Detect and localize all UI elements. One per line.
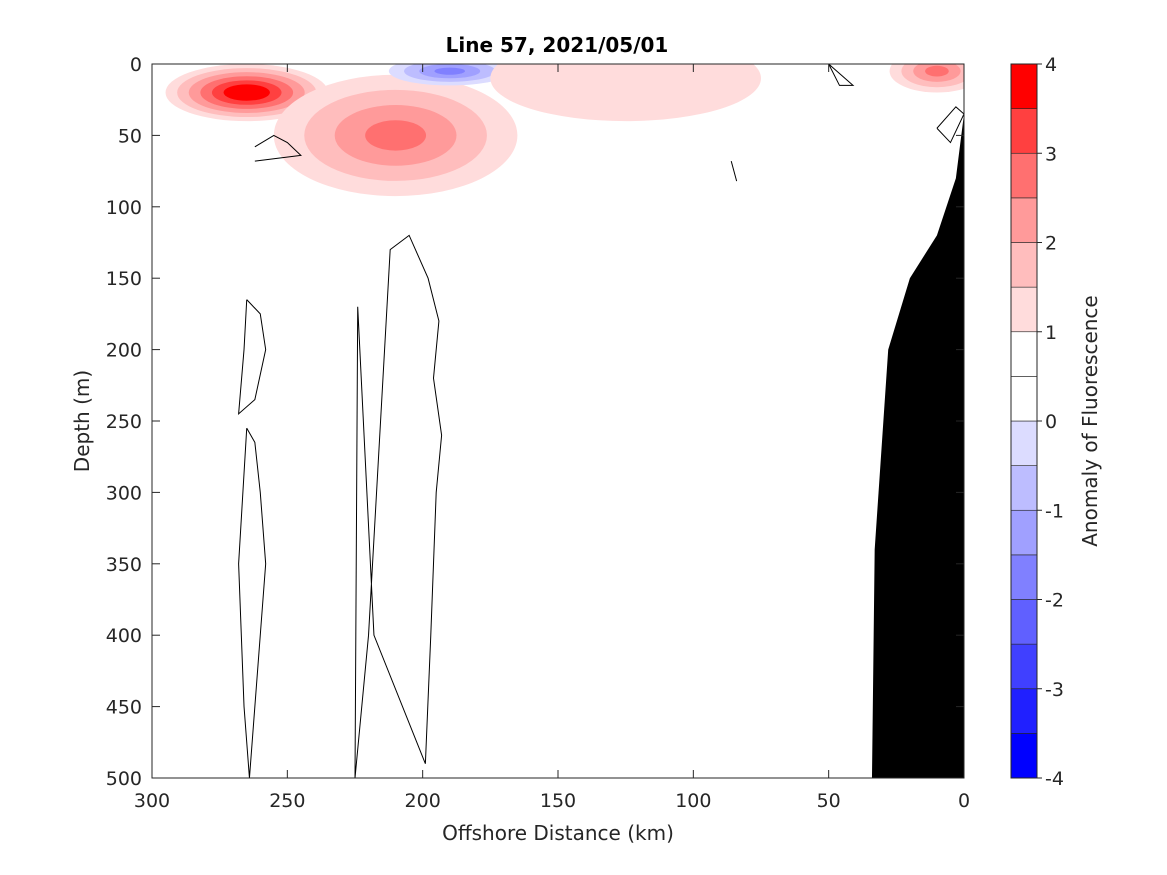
x-tick-label: 100 xyxy=(675,790,711,812)
colorbar-swatch-14 xyxy=(1010,108,1038,154)
colorbar-swatch-3 xyxy=(1010,599,1038,645)
y-tick-label: 500 xyxy=(106,768,142,790)
colorbar-swatch-15 xyxy=(1010,63,1038,109)
y-tick-label: 0 xyxy=(130,54,142,76)
y-tick-label: 200 xyxy=(106,340,142,362)
x-tick-label: 50 xyxy=(817,790,841,812)
zero-contour-3 xyxy=(354,234,443,778)
colorbar-swatch-11 xyxy=(1010,242,1038,288)
colorbar-tick-label: 4 xyxy=(1045,54,1057,76)
plot-area: 300 250 200 150 100 50 0 050100150200250300350… xyxy=(106,54,970,812)
y-tick-label: 300 xyxy=(106,482,142,504)
anomaly-feature-1-level-3 xyxy=(365,120,427,151)
y-tick-label: 100 xyxy=(106,197,142,219)
colorbar-swatch-8 xyxy=(1010,376,1038,422)
x-tick-label: 0 xyxy=(958,790,970,812)
anomaly-feature-2-level-3 xyxy=(434,67,465,75)
zero-contour-6 xyxy=(936,106,964,144)
colorbar-tick-label: 0 xyxy=(1045,411,1057,433)
colorbar-swatch-12 xyxy=(1010,197,1038,243)
colorbar-swatch-0 xyxy=(1010,733,1038,779)
colorbar-swatch-5 xyxy=(1010,509,1038,556)
colorbar-swatch-1 xyxy=(1010,688,1038,734)
colorbar-swatch-9 xyxy=(1010,331,1038,377)
y-tick-label: 150 xyxy=(106,268,142,290)
colorbar-tick-label: -2 xyxy=(1045,590,1064,612)
zero-contour-1 xyxy=(238,299,267,416)
colorbar-swatch-4 xyxy=(1010,554,1038,600)
colorbar-swatch-13 xyxy=(1010,152,1038,199)
plot-background xyxy=(152,64,964,778)
zero-contour-2 xyxy=(238,427,267,778)
y-tick-label: 350 xyxy=(106,554,142,576)
zero-contour-5 xyxy=(828,64,855,86)
y-axis: 0 50 100 150 200 250 300 350 400 450 500 xyxy=(106,54,964,790)
y-tick-label: 400 xyxy=(106,625,142,647)
colorbar-tick-label: 3 xyxy=(1045,143,1057,165)
anomaly-feature-3-level-0 xyxy=(490,64,761,122)
x-tick-label: 150 xyxy=(540,790,576,812)
y-tick-label: 50 xyxy=(118,125,142,147)
y-tick-label: 450 xyxy=(106,697,142,719)
anomaly-feature-0-level-6 xyxy=(235,88,259,97)
anomaly-layer xyxy=(165,64,964,197)
zero-contour-4 xyxy=(730,160,738,182)
zero-contour-layer xyxy=(238,64,964,778)
colorbar-swatch-10 xyxy=(1010,286,1038,333)
x-tick-label: 250 xyxy=(269,790,305,812)
zero-contour-0 xyxy=(254,134,302,162)
anomaly-feature-4-level-3 xyxy=(925,65,949,77)
y-axis-label: Depth (m) xyxy=(70,370,94,472)
colorbar-swatch-7 xyxy=(1010,420,1038,466)
colorbar-label: Anomaly of Fluorescence xyxy=(1078,295,1102,546)
colorbar-tick-label: -3 xyxy=(1045,679,1064,701)
y-tick-label: 250 xyxy=(106,411,142,433)
x-axis-label: Offshore Distance (km) xyxy=(442,821,674,845)
colorbar-swatch-6 xyxy=(1010,465,1038,511)
x-axis: 300 250 200 150 100 50 0 xyxy=(134,64,970,812)
colorbar-tick-label: 2 xyxy=(1045,233,1057,255)
bathymetry-mask xyxy=(871,113,964,779)
x-tick-label: 200 xyxy=(405,790,441,812)
colorbar-tick-label: -4 xyxy=(1045,768,1064,790)
colorbar-tick-label: 1 xyxy=(1045,322,1057,344)
colorbar-swatch-2 xyxy=(1010,643,1038,690)
chart-title: Line 57, 2021/05/01 xyxy=(446,33,669,57)
colorbar: -4 -3 -2 -1 0 1 2 3 4 xyxy=(1010,54,1064,790)
x-tick-label: 300 xyxy=(134,790,170,812)
colorbar-tick-label: -1 xyxy=(1045,500,1064,522)
